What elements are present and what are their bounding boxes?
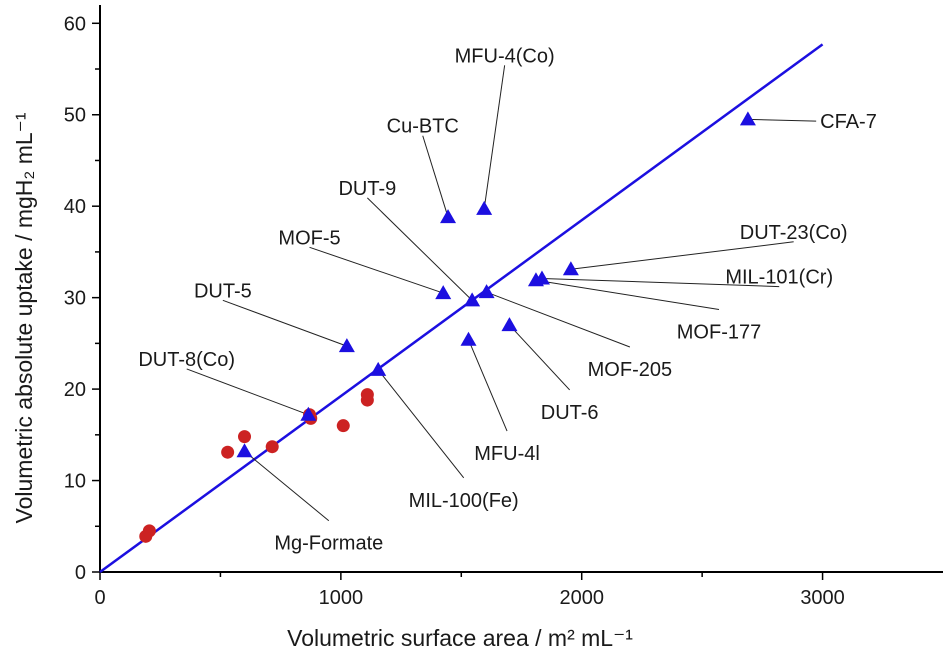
leader-line (222, 299, 348, 347)
y-tick-label: 60 (64, 13, 86, 35)
triangle-point (370, 361, 387, 376)
x-axis-title: Volumetric surface area / m² mL⁻¹ (287, 625, 633, 651)
leader-lines (186, 65, 817, 522)
y-tick-label: 10 (64, 471, 86, 493)
y-tick-label: 50 (64, 105, 86, 127)
y-tick-label: 20 (64, 379, 86, 401)
triangle-point (478, 284, 495, 299)
leader-line (244, 450, 330, 522)
leader-line (483, 65, 506, 210)
y-tick-label: 30 (64, 288, 86, 310)
x-tick-label: 1000 (319, 587, 364, 609)
leader-line (186, 368, 309, 416)
triangle-point (300, 406, 317, 421)
y-tick-label: 0 (75, 562, 86, 584)
point-label: MIL-100(Fe) (409, 490, 519, 512)
point-label: CFA-7 (820, 111, 877, 133)
triangle-point (527, 272, 544, 287)
triangle-point (440, 209, 457, 224)
triangle-point (739, 111, 756, 126)
circle-point (238, 430, 252, 444)
x-tick-label: 0 (94, 587, 105, 609)
triangle-point (435, 285, 452, 300)
triangle-point (464, 292, 481, 307)
leader-line (468, 339, 508, 432)
point-label: MFU-4l (474, 443, 540, 465)
data-points (139, 111, 756, 543)
point-label: DUT-9 (338, 178, 396, 200)
x-tick-label: 2000 (559, 587, 604, 609)
circle-point (360, 388, 374, 402)
point-label: MFU-4(Co) (455, 45, 555, 67)
point-label: Cu-BTC (387, 116, 459, 138)
leader-line (367, 197, 473, 301)
point-label: MIL-101(Cr) (725, 267, 833, 289)
leader-line (377, 369, 465, 479)
triangle-point (460, 331, 477, 346)
point-label: DUT-5 (194, 280, 252, 302)
triangle-point (338, 338, 355, 353)
point-label: MOF-205 (588, 359, 672, 381)
triangle-point (236, 443, 253, 458)
triangle-point (562, 261, 579, 276)
point-labels: CFA-7 MFU-4(Co) Cu-BTC DUT-9 MOF-5 DUT-23(Co)… (138, 45, 876, 554)
point-label: Mg-Formate (274, 533, 383, 555)
triangle-point (501, 317, 518, 332)
fit-line (99, 43, 824, 574)
triangle-point (476, 200, 493, 215)
point-label: DUT-6 (541, 402, 599, 424)
point-label: DUT-23(Co) (740, 222, 848, 244)
leader-line (570, 241, 794, 270)
leader-line (747, 118, 817, 122)
point-label: DUT-8(Co) (138, 349, 235, 371)
axes: 0 1000 2000 3000 0 10 20 30 40 50 60 (64, 5, 943, 609)
leader-line (309, 246, 444, 294)
leader-line (509, 324, 571, 391)
circle-point (221, 445, 235, 459)
x-tick-label: 3000 (800, 587, 845, 609)
circle-point (265, 440, 279, 454)
leader-line (422, 135, 449, 218)
y-axis-title: Volumetric absolute uptake / mgH₂ mL⁻¹ (11, 112, 37, 523)
point-label: MOF-5 (278, 227, 340, 249)
point-label: MOF-177 (677, 321, 761, 343)
leader-line (486, 291, 631, 348)
fit-line-group (99, 43, 824, 574)
circle-point (336, 419, 350, 433)
y-tick-label: 40 (64, 196, 86, 218)
leader-line (541, 277, 780, 288)
circle-point (142, 524, 156, 538)
leader-line (535, 279, 720, 310)
